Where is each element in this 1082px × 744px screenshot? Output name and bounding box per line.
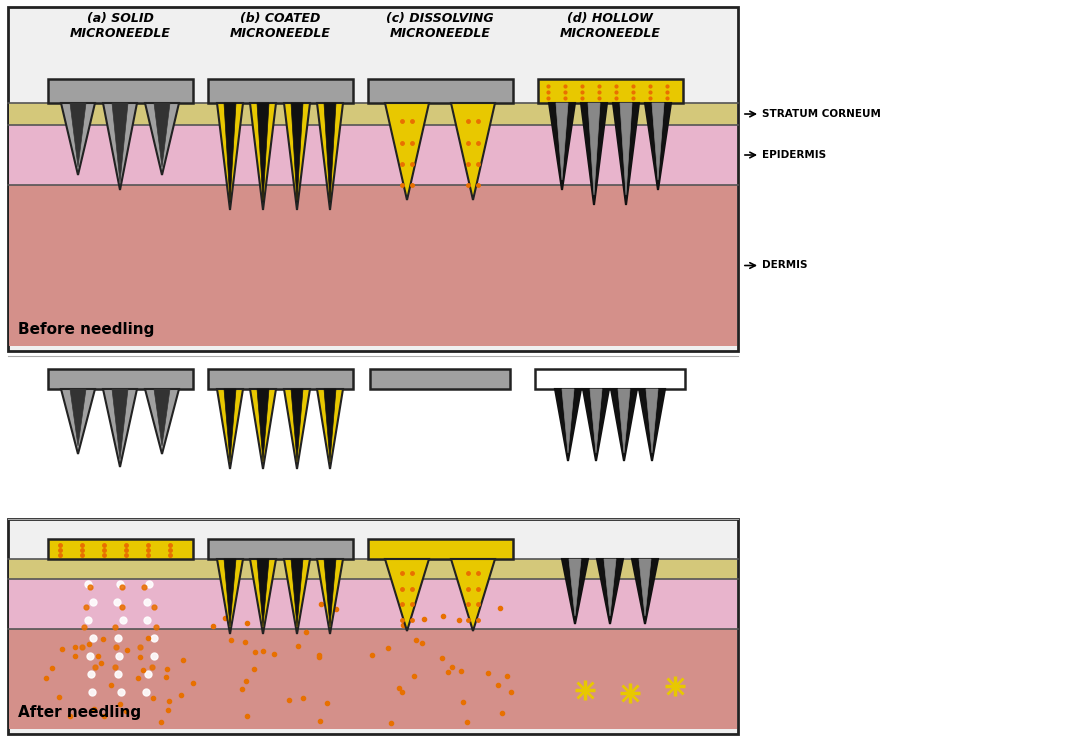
- Polygon shape: [645, 103, 671, 190]
- Polygon shape: [317, 389, 343, 469]
- Polygon shape: [620, 103, 632, 195]
- Polygon shape: [291, 103, 303, 202]
- Bar: [9, 629, 737, 729]
- Polygon shape: [597, 559, 623, 624]
- Polygon shape: [113, 103, 128, 182]
- Polygon shape: [611, 389, 637, 461]
- Polygon shape: [555, 389, 581, 461]
- Polygon shape: [549, 103, 575, 190]
- Polygon shape: [646, 389, 658, 453]
- Bar: [370, 369, 510, 389]
- Polygon shape: [639, 389, 665, 461]
- Polygon shape: [324, 559, 337, 626]
- Polygon shape: [154, 389, 170, 446]
- Polygon shape: [569, 559, 581, 616]
- Polygon shape: [70, 389, 85, 446]
- Bar: [9, 579, 737, 629]
- Polygon shape: [324, 389, 337, 461]
- Text: (d) HOLLOW
MICRONEEDLE: (d) HOLLOW MICRONEEDLE: [559, 12, 660, 40]
- Polygon shape: [604, 559, 616, 616]
- Polygon shape: [217, 559, 243, 634]
- Text: DERMIS: DERMIS: [762, 260, 807, 271]
- Polygon shape: [562, 559, 588, 624]
- Polygon shape: [113, 389, 128, 459]
- Text: (b) COATED
MICRONEEDLE: (b) COATED MICRONEEDLE: [229, 12, 330, 40]
- Bar: [368, 79, 513, 103]
- Polygon shape: [590, 389, 602, 453]
- Polygon shape: [145, 103, 179, 175]
- Polygon shape: [224, 559, 236, 626]
- Polygon shape: [639, 559, 651, 616]
- Text: After needling: After needling: [18, 705, 141, 720]
- Bar: [9, 185, 737, 346]
- Polygon shape: [258, 389, 269, 461]
- Polygon shape: [61, 389, 95, 454]
- Bar: [8, 519, 738, 734]
- Text: (c) DISSOLVING
MICRONEEDLE: (c) DISSOLVING MICRONEEDLE: [386, 12, 493, 40]
- Bar: [9, 103, 737, 125]
- Bar: [208, 369, 353, 389]
- Polygon shape: [103, 389, 137, 467]
- Polygon shape: [224, 389, 236, 461]
- Polygon shape: [588, 103, 601, 195]
- Text: STRATUM CORNEUM: STRATUM CORNEUM: [762, 109, 881, 119]
- Polygon shape: [562, 389, 573, 453]
- Bar: [48, 79, 193, 103]
- Bar: [48, 369, 193, 389]
- Bar: [9, 559, 737, 579]
- Bar: [368, 539, 513, 559]
- Polygon shape: [317, 103, 343, 210]
- Polygon shape: [451, 559, 494, 631]
- Polygon shape: [145, 389, 179, 454]
- Polygon shape: [250, 389, 276, 469]
- Bar: [48, 539, 193, 559]
- Polygon shape: [103, 103, 137, 190]
- Polygon shape: [583, 389, 609, 461]
- Polygon shape: [258, 103, 269, 202]
- Polygon shape: [283, 103, 311, 210]
- Polygon shape: [224, 103, 236, 202]
- Polygon shape: [324, 103, 337, 202]
- Polygon shape: [154, 103, 170, 167]
- Bar: [9, 125, 737, 185]
- Polygon shape: [581, 103, 607, 205]
- Text: (a) SOLID
MICRONEEDLE: (a) SOLID MICRONEEDLE: [69, 12, 171, 40]
- Polygon shape: [317, 559, 343, 634]
- Polygon shape: [70, 103, 85, 167]
- Polygon shape: [385, 559, 428, 631]
- Bar: [538, 79, 683, 103]
- Polygon shape: [258, 559, 269, 626]
- Polygon shape: [283, 389, 311, 469]
- Polygon shape: [613, 103, 639, 205]
- Polygon shape: [61, 103, 95, 175]
- Bar: [208, 539, 353, 559]
- Bar: [8, 7, 738, 351]
- Polygon shape: [250, 103, 276, 210]
- Polygon shape: [451, 103, 494, 200]
- Polygon shape: [618, 389, 630, 453]
- Bar: [535, 369, 685, 389]
- Polygon shape: [250, 559, 276, 634]
- Polygon shape: [385, 103, 428, 200]
- Bar: [208, 79, 353, 103]
- Text: EPIDERMIS: EPIDERMIS: [762, 150, 827, 160]
- Polygon shape: [291, 389, 303, 461]
- Polygon shape: [632, 559, 658, 624]
- Polygon shape: [283, 559, 311, 634]
- Polygon shape: [556, 103, 568, 180]
- Polygon shape: [217, 103, 243, 210]
- Text: Before needling: Before needling: [18, 322, 155, 337]
- Polygon shape: [652, 103, 664, 180]
- Polygon shape: [291, 559, 303, 626]
- Polygon shape: [217, 389, 243, 469]
